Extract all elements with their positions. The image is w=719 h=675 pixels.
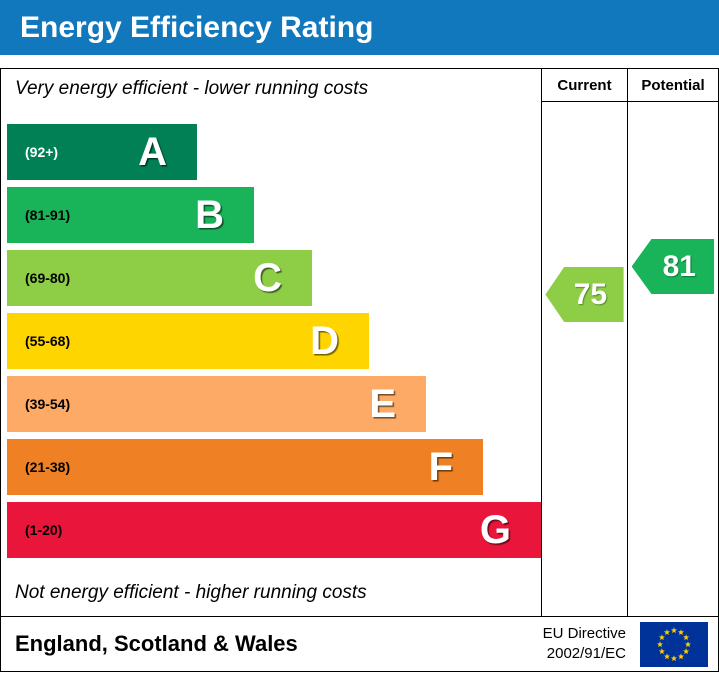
potential-value: 81 [662, 249, 696, 283]
band-e-letter: E [369, 382, 396, 426]
band-a-letter: A [138, 130, 167, 174]
current-value: 75 [573, 277, 608, 311]
bottom-note: Not energy efficient - higher running co… [15, 582, 367, 603]
band-c-range: (69-80) [25, 270, 71, 286]
band-a-range: (92+) [25, 144, 59, 160]
band-c-letter: C [253, 256, 282, 300]
current-arrow: 75 [545, 267, 624, 322]
potential-column: 81 [627, 102, 718, 616]
title-bar: Energy Efficiency Rating [0, 0, 719, 55]
band-d: (55-68) D [7, 313, 369, 369]
top-note: Very energy efficient - lower running co… [15, 78, 369, 99]
band-g: (1-20) G [7, 502, 541, 558]
band-e: (39-54) E [7, 376, 426, 432]
footer: England, Scotland & Wales EU Directive 2… [0, 616, 719, 672]
eu-flag-icon [640, 621, 708, 667]
band-f-range: (21-38) [25, 459, 71, 475]
band-g-letter: G [479, 508, 511, 552]
region-label: England, Scotland & Wales [15, 631, 298, 656]
band-e-range: (39-54) [25, 396, 71, 412]
potential-column-header: Potential [627, 69, 718, 102]
current-column-header: Current [541, 69, 627, 102]
band-b: (81-91) B [7, 187, 254, 243]
band-d-letter: D [310, 319, 339, 363]
band-a: (92+) A [7, 124, 197, 180]
potential-arrow: 81 [631, 239, 715, 294]
eu-directive-line1: EU Directive [542, 624, 626, 642]
rating-chart: Very energy efficient - lower running co… [0, 68, 719, 617]
band-b-range: (81-91) [25, 207, 71, 223]
bands-area: Very energy efficient - lower running co… [1, 69, 541, 616]
bands-stack: (92+) A (81-91) B (69-80) C (55-68) D (3… [1, 124, 541, 558]
band-g-range: (1-20) [25, 522, 63, 538]
band-d-range: (55-68) [25, 333, 71, 349]
band-b-letter: B [195, 193, 224, 237]
band-c: (69-80) C [7, 250, 312, 306]
page-title: Energy Efficiency Rating [20, 10, 374, 44]
eu-directive-line2: 2002/91/EC [546, 645, 626, 662]
band-f-letter: F [428, 445, 453, 489]
current-column: 75 [541, 102, 627, 616]
band-f: (21-38) F [7, 439, 483, 495]
eu-directive-label: EU Directive 2002/91/EC [543, 624, 626, 665]
